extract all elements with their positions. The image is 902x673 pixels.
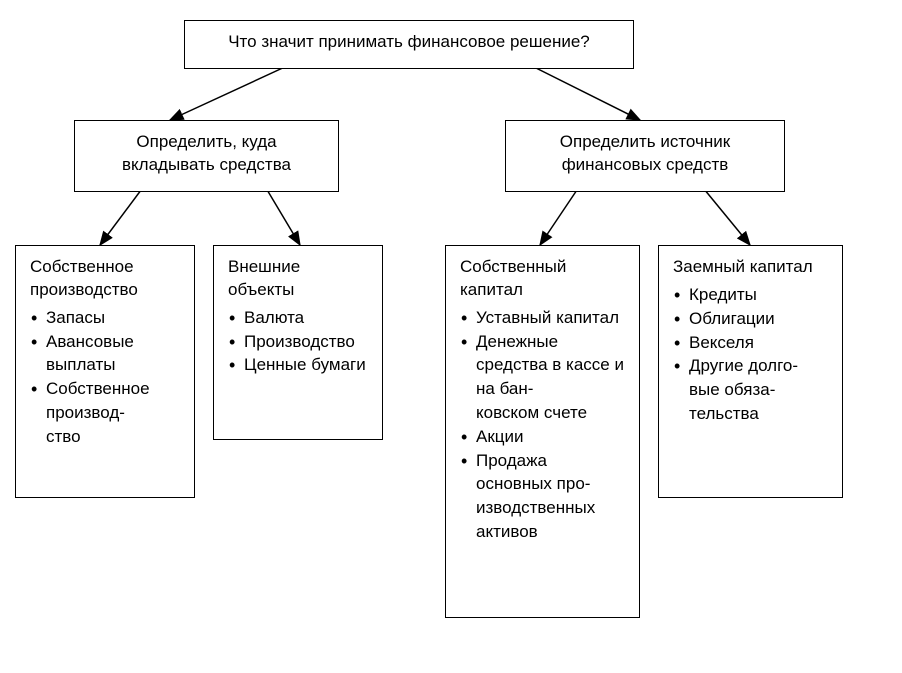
node-invest-where: Определить, куда вкладывать средства [74, 120, 339, 192]
node-borrowed-capital: Заемный капитал КредитыОблигацииВекселяД… [658, 245, 843, 498]
leaf-title: Собственный капитал [460, 256, 625, 302]
list-item: Уставный капитал [460, 306, 625, 330]
list-item: Ценные бумаги [228, 353, 368, 377]
leaf-list: Уставный капиталДенежные средства в касс… [460, 306, 625, 544]
node-finance-source-title: Определить источник финансовых средств [520, 131, 770, 177]
list-item: Денежные средства в кассе и на бан-ковск… [460, 330, 625, 425]
root-node: Что значит принимать финансовое решение? [184, 20, 634, 69]
list-item: Валюта [228, 306, 368, 330]
node-external-objects: Внешние объекты ВалютаПроизводствоЦенные… [213, 245, 383, 440]
leaf-title: Заемный капитал [673, 256, 828, 279]
leaf-list: ЗапасыАвансовые выплатыСобственное произ… [30, 306, 180, 449]
list-item: Кредиты [673, 283, 828, 307]
node-invest-where-title: Определить, куда вкладывать средства [89, 131, 324, 177]
list-item: Векселя [673, 331, 828, 355]
list-item: Продажа основных про-изводственных актив… [460, 449, 625, 544]
leaf-list: ВалютаПроизводствоЦенные бумаги [228, 306, 368, 377]
node-finance-source: Определить источник финансовых средств [505, 120, 785, 192]
list-item: Облигации [673, 307, 828, 331]
list-item: Авансовые выплаты [30, 330, 180, 378]
list-item: Акции [460, 425, 625, 449]
edge-arrow [170, 60, 300, 120]
list-item: Другие долго-вые обяза-тельства [673, 354, 828, 425]
node-own-capital: Собственный капитал Уставный капиталДене… [445, 245, 640, 618]
list-item: Собственное производ-ство [30, 377, 180, 448]
node-own-production: Собственное производство ЗапасыАвансовые… [15, 245, 195, 498]
root-title: Что значит принимать финансовое решение? [199, 31, 619, 54]
edge-arrow [520, 60, 640, 120]
leaf-title: Собственное производство [30, 256, 180, 302]
list-item: Производство [228, 330, 368, 354]
leaf-title: Внешние объекты [228, 256, 368, 302]
list-item: Запасы [30, 306, 180, 330]
leaf-list: КредитыОблигацииВекселяДругие долго-вые … [673, 283, 828, 426]
